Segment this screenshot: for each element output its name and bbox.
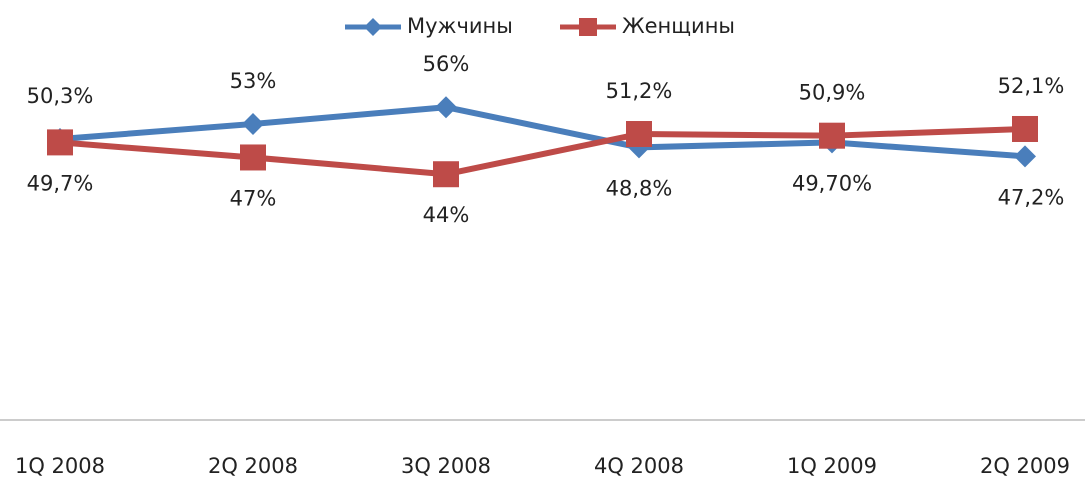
data-label: 56% <box>423 52 470 76</box>
data-label: 50,3% <box>27 84 94 108</box>
x-tick-label: 2Q 2009 <box>980 454 1070 477</box>
legend-label: Мужчины <box>407 14 513 38</box>
data-label: 47,2% <box>998 185 1065 209</box>
data-label: 49,70% <box>792 171 872 195</box>
x-tick-label: 3Q 2008 <box>401 454 491 477</box>
point <box>240 144 266 171</box>
x-tick-label: 1Q 2008 <box>15 454 105 477</box>
point <box>433 161 459 188</box>
point <box>819 122 845 149</box>
point <box>1012 115 1038 142</box>
point <box>626 121 652 148</box>
data-label: 53% <box>230 69 277 93</box>
legend-label: Женщины <box>622 14 735 38</box>
data-label: 47% <box>230 186 277 210</box>
point <box>242 112 264 135</box>
legend-marker <box>579 18 597 36</box>
data-label: 52,1% <box>998 74 1065 98</box>
point <box>435 96 457 119</box>
x-tick-label: 2Q 2008 <box>208 454 298 477</box>
data-label: 51,2% <box>606 79 673 103</box>
data-label: 49,7% <box>27 171 94 195</box>
series-line <box>59 125 1026 178</box>
x-tick-label: 1Q 2009 <box>787 454 877 477</box>
data-label: 44% <box>423 203 470 227</box>
point <box>1014 145 1036 168</box>
point <box>47 129 73 156</box>
data-label: 50,9% <box>799 81 866 105</box>
x-tick-label: 4Q 2008 <box>594 454 684 477</box>
legend-marker <box>364 18 382 36</box>
series-line <box>59 104 1026 160</box>
data-label: 48,8% <box>606 176 673 200</box>
